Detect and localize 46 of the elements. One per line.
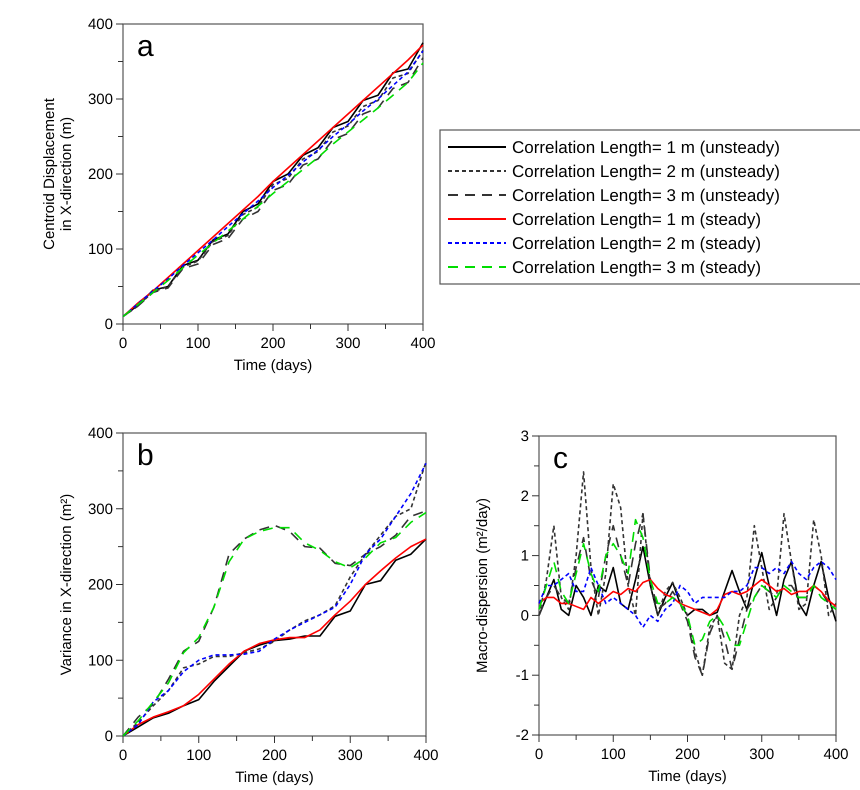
- x-tick-label: 200: [260, 335, 286, 352]
- x-tick-label: 0: [534, 746, 544, 763]
- y-tick-label: 300: [88, 500, 113, 518]
- y-tick-label: 3: [520, 428, 529, 445]
- y-tick-label: 0: [104, 728, 113, 745]
- legend-label: Correlation Length= 1 m (steady): [512, 210, 761, 229]
- x-tick-label: 100: [186, 747, 212, 764]
- x-tick-label: 0: [118, 335, 128, 352]
- y-axis-title: Variance in X-direction (m²): [58, 494, 75, 676]
- x-tick-label: 300: [338, 747, 363, 764]
- y-tick-label: 100: [88, 652, 113, 670]
- legend-label: Correlation Length= 1 m (unsteady): [512, 138, 780, 157]
- legend-label: Correlation Length= 2 m (unsteady): [512, 162, 780, 181]
- annotation: c: [553, 442, 568, 475]
- y-tick-label: 200: [88, 166, 113, 183]
- x-tick-label: 0: [118, 747, 128, 764]
- y-tick-label: 2: [520, 488, 529, 505]
- legend-label: Correlation Length= 3 m (unsteady): [512, 186, 780, 205]
- y-axis-title: Centroid Displacement in X-direction (m): [41, 97, 75, 250]
- annotation: b: [137, 439, 154, 472]
- y-tick-label: 0: [520, 607, 529, 624]
- y-tick-label: -2: [516, 727, 529, 744]
- x-axis-title: Time (days): [234, 357, 312, 374]
- x-tick-label: 200: [674, 746, 700, 763]
- legend-label: Correlation Length= 3 m (steady): [512, 258, 761, 277]
- x-tick-label: 400: [410, 335, 436, 352]
- y-tick-label: 1: [520, 548, 529, 565]
- y-axis-title: Macro-dispersion (m²/day): [474, 498, 491, 674]
- x-axis-title: Time (days): [235, 769, 314, 786]
- legend-label: Correlation Length= 2 m (steady): [512, 234, 761, 253]
- x-axis-title: Time (days): [648, 768, 727, 785]
- y-tick-label: 400: [88, 425, 113, 442]
- y-tick-label: -1: [516, 667, 529, 684]
- y-tick-label: 100: [88, 241, 113, 258]
- x-tick-label: 300: [749, 746, 774, 763]
- x-tick-label: 300: [335, 335, 361, 352]
- y-tick-label: 300: [88, 91, 113, 108]
- x-tick-label: 400: [823, 746, 849, 763]
- y-tick-label: 400: [88, 16, 113, 33]
- y-tick-label: 200: [88, 576, 113, 594]
- x-tick-label: 100: [185, 335, 211, 352]
- x-tick-label: 100: [600, 746, 626, 763]
- y-tick-label: 0: [104, 316, 113, 333]
- annotation: a: [137, 30, 154, 63]
- x-tick-label: 200: [262, 747, 288, 764]
- x-tick-label: 400: [413, 747, 439, 764]
